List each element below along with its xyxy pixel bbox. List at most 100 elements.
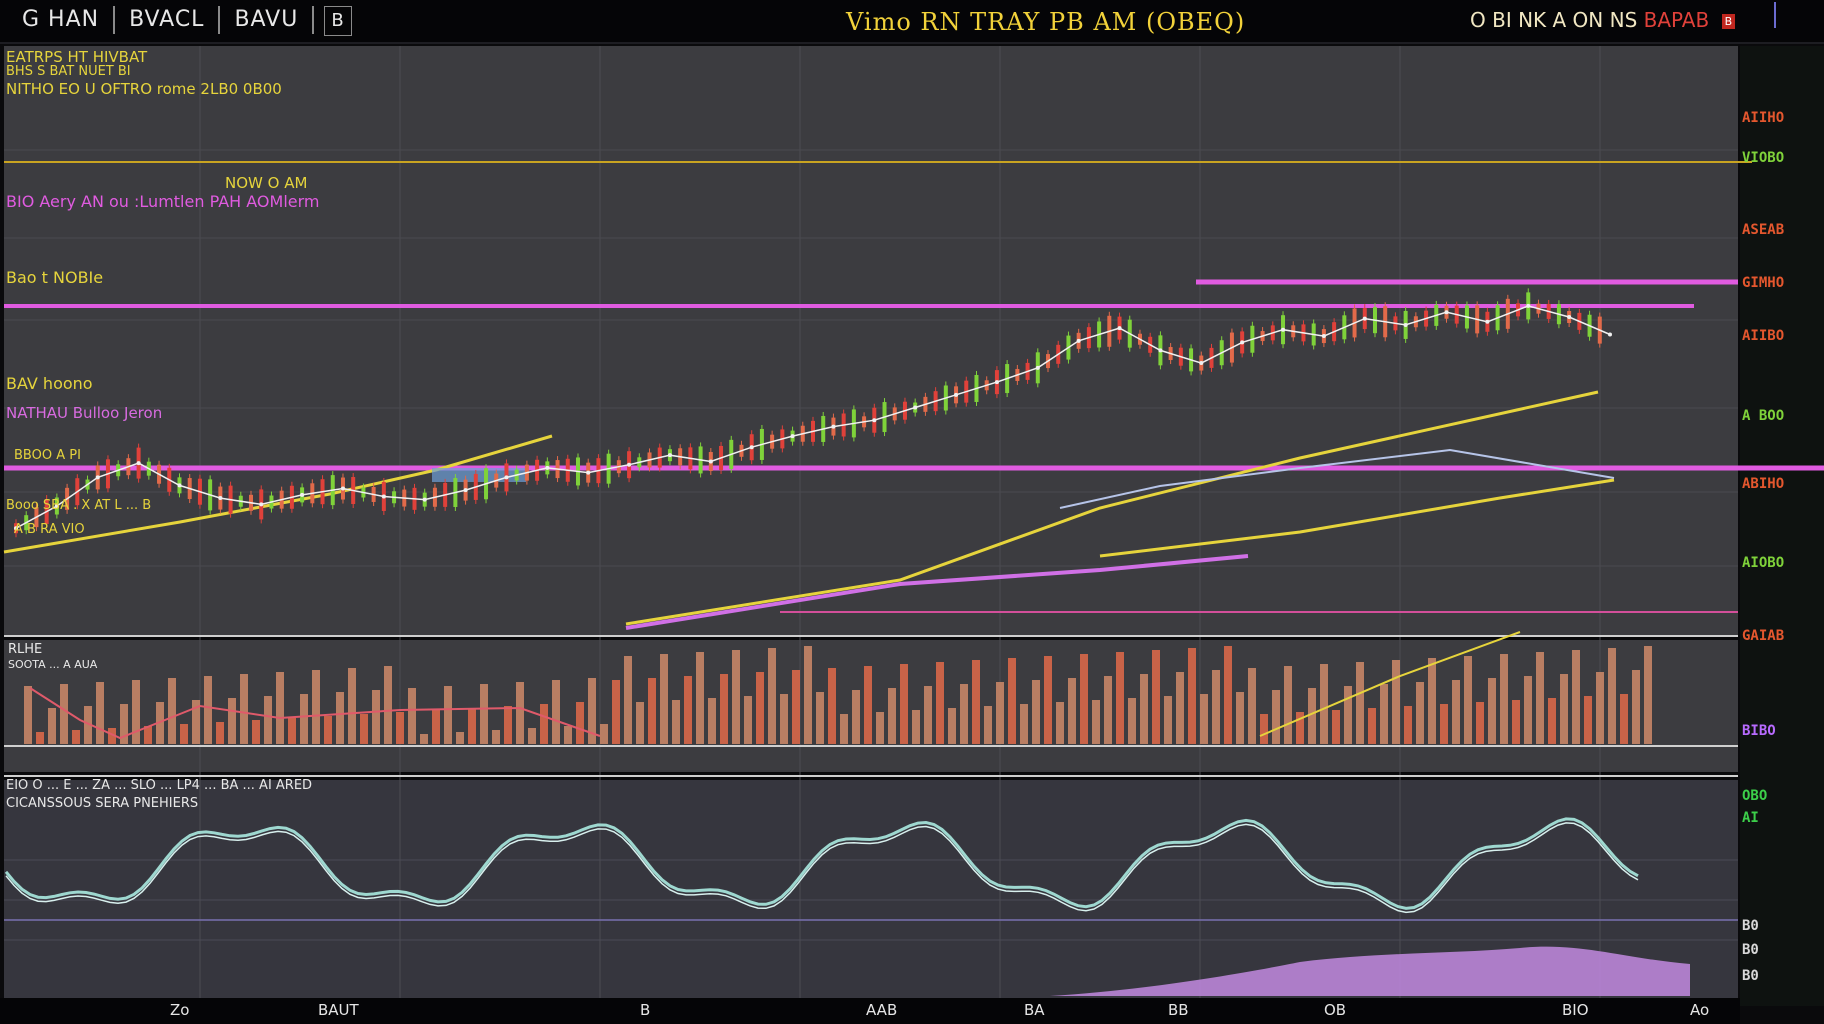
- tab-0[interactable]: G HAN: [8, 6, 116, 34]
- price-point-24: [994, 380, 999, 385]
- volume-bar: [1152, 650, 1160, 744]
- volume-bar: [528, 728, 536, 744]
- volume-bar: [1380, 684, 1388, 744]
- x-tick-6: OB: [1324, 1001, 1347, 1019]
- volume-bar: [1032, 680, 1040, 744]
- volume-bar: [972, 660, 980, 744]
- top-toolbar: G HAN BVACL BAVU B Vimo RN TRAY PB AM (O…: [0, 0, 1824, 44]
- volume-bar: [228, 698, 236, 744]
- axis-label-6: ABIHO: [1742, 476, 1785, 492]
- info-line-3: NITHO EO U OFTRO rome 2LB0 0B00: [6, 80, 282, 98]
- volume-bar: [1464, 656, 1472, 744]
- trend-yellow-main: [625, 390, 1599, 626]
- price-point-21: [872, 418, 877, 423]
- price-point-14: [586, 470, 591, 475]
- sma-label: Booo SBA . X AT L ... B: [6, 498, 152, 513]
- price-point-15: [627, 462, 632, 467]
- price-point-26: [1076, 338, 1081, 343]
- price-point-29: [1199, 361, 1204, 366]
- volume-bar: [1260, 714, 1268, 744]
- x-tick-2: B: [640, 1001, 651, 1019]
- volume-bar: [348, 668, 356, 744]
- price-point-1: [54, 504, 59, 508]
- volume-bar: [1440, 704, 1448, 744]
- volume-ma: [29, 687, 601, 740]
- price-point-19: [790, 434, 795, 439]
- tab-2[interactable]: BAVU: [220, 6, 315, 34]
- volume-bar: [912, 710, 920, 744]
- time-axis: Zo BAUT B AAB BA BB OB BIO Ao: [0, 998, 1740, 1024]
- volume-bar: [840, 714, 848, 744]
- price-point-39: [1608, 332, 1612, 337]
- volume-bars: [24, 631, 1652, 744]
- price-point-37: [1526, 303, 1531, 308]
- volume-bar: [408, 688, 416, 744]
- volume-subtitle: SOOTA ... A AUA: [8, 658, 98, 671]
- volume-trend: [1259, 631, 1521, 737]
- volume-bar: [1056, 702, 1064, 744]
- volume-bar: [1620, 694, 1628, 744]
- candles: [14, 288, 1602, 538]
- volume-bar: [1128, 698, 1136, 744]
- status-area: O BI NK A ON NS BAPAB B: [1470, 8, 1736, 32]
- price-axis[interactable]: [1740, 46, 1824, 1006]
- volume-bar: [1308, 688, 1316, 744]
- volume-bar: [96, 682, 104, 744]
- price-point-22: [913, 405, 918, 410]
- price-point-25: [1035, 365, 1040, 370]
- info-line-1: EATRPS HT HIVBAT: [6, 48, 148, 66]
- volume-bar: [1104, 676, 1112, 744]
- volume-bar: [324, 716, 332, 744]
- volume-bar: [1296, 712, 1304, 744]
- axis-label-11: AI: [1742, 810, 1759, 826]
- volume-bar: [1632, 670, 1640, 744]
- volume-bar: [276, 672, 284, 744]
- status-badge[interactable]: B: [1721, 14, 1736, 29]
- volume-bar: [1596, 672, 1604, 744]
- tab-3[interactable]: B: [324, 6, 352, 36]
- volume-bar: [384, 666, 392, 744]
- volume-bar: [1272, 690, 1280, 744]
- info-line-2: BHS S BAT NUET BI: [6, 64, 131, 79]
- price-point-33: [1362, 316, 1367, 321]
- main-price-panel[interactable]: [4, 46, 1738, 636]
- price-point-30: [1240, 340, 1245, 345]
- status-red: BAPAB: [1643, 8, 1710, 32]
- volume-bar: [552, 680, 560, 744]
- cursor-marker: [1774, 2, 1776, 28]
- volume-bar: [1608, 648, 1616, 744]
- volume-bar: [1080, 654, 1088, 744]
- volume-bar: [816, 692, 824, 744]
- volume-bar: [600, 724, 608, 744]
- volume-bar: [1284, 666, 1292, 744]
- volume-bar: [780, 694, 788, 744]
- volume-bar: [1140, 674, 1148, 744]
- volume-bar: [180, 724, 188, 744]
- volume-bar: [792, 670, 800, 744]
- volume-bar: [1044, 656, 1052, 744]
- volume-bar: [216, 722, 224, 744]
- price-point-13: [545, 465, 550, 470]
- volume-bar: [924, 686, 932, 744]
- volume-bar: [1368, 708, 1376, 744]
- level-b-label: BAV hoono: [6, 374, 93, 393]
- chart-title: Vimo RN TRAY PB AM (OBEQ): [846, 8, 1246, 36]
- volume-bar: [36, 732, 44, 744]
- axis-label-8: GAIAB: [1742, 628, 1785, 644]
- axis-label-0: AIIHO: [1742, 110, 1785, 126]
- level-a-label: Bao t NOBIe: [6, 268, 104, 287]
- volume-bar: [852, 690, 860, 744]
- volume-bar: [624, 656, 632, 744]
- volume-bar: [1644, 646, 1652, 744]
- volume-bar: [900, 664, 908, 744]
- volume-bar: [480, 684, 488, 744]
- trend-lines: [3, 390, 1615, 630]
- tab-1[interactable]: BVACL: [115, 6, 221, 34]
- volume-bar: [516, 682, 524, 744]
- volume-bar: [744, 696, 752, 744]
- volume-bar: [1224, 646, 1232, 744]
- axis-label-13: B0: [1742, 942, 1759, 958]
- price-point-0: [14, 526, 18, 531]
- osc-area: [1050, 946, 1690, 996]
- volume-bar: [372, 690, 380, 744]
